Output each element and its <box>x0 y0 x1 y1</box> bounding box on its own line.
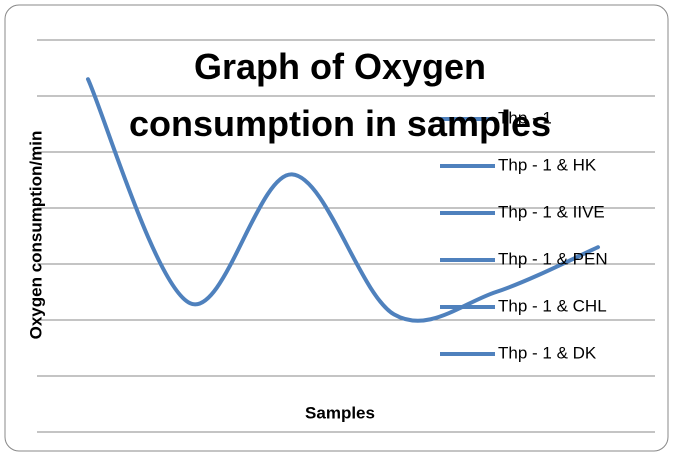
legend-label: Thp - 1 & CHL <box>498 296 607 315</box>
legend-label: Thp - 1 & PEN <box>498 249 608 268</box>
legend-label: Thp - 1 & HK <box>498 155 597 174</box>
y-axis-label: Oxygen consumption/min <box>26 131 45 340</box>
legend-label: Thp - 1 <box>498 108 552 127</box>
chart-title: Graph of Oxygen consumption in samples <box>128 46 552 144</box>
legend-label: Thp - 1 & IIVE <box>498 202 605 221</box>
data-line <box>86 77 600 323</box>
x-axis-label: Samples <box>305 403 375 422</box>
legend-label: Thp - 1 & DK <box>498 343 597 362</box>
